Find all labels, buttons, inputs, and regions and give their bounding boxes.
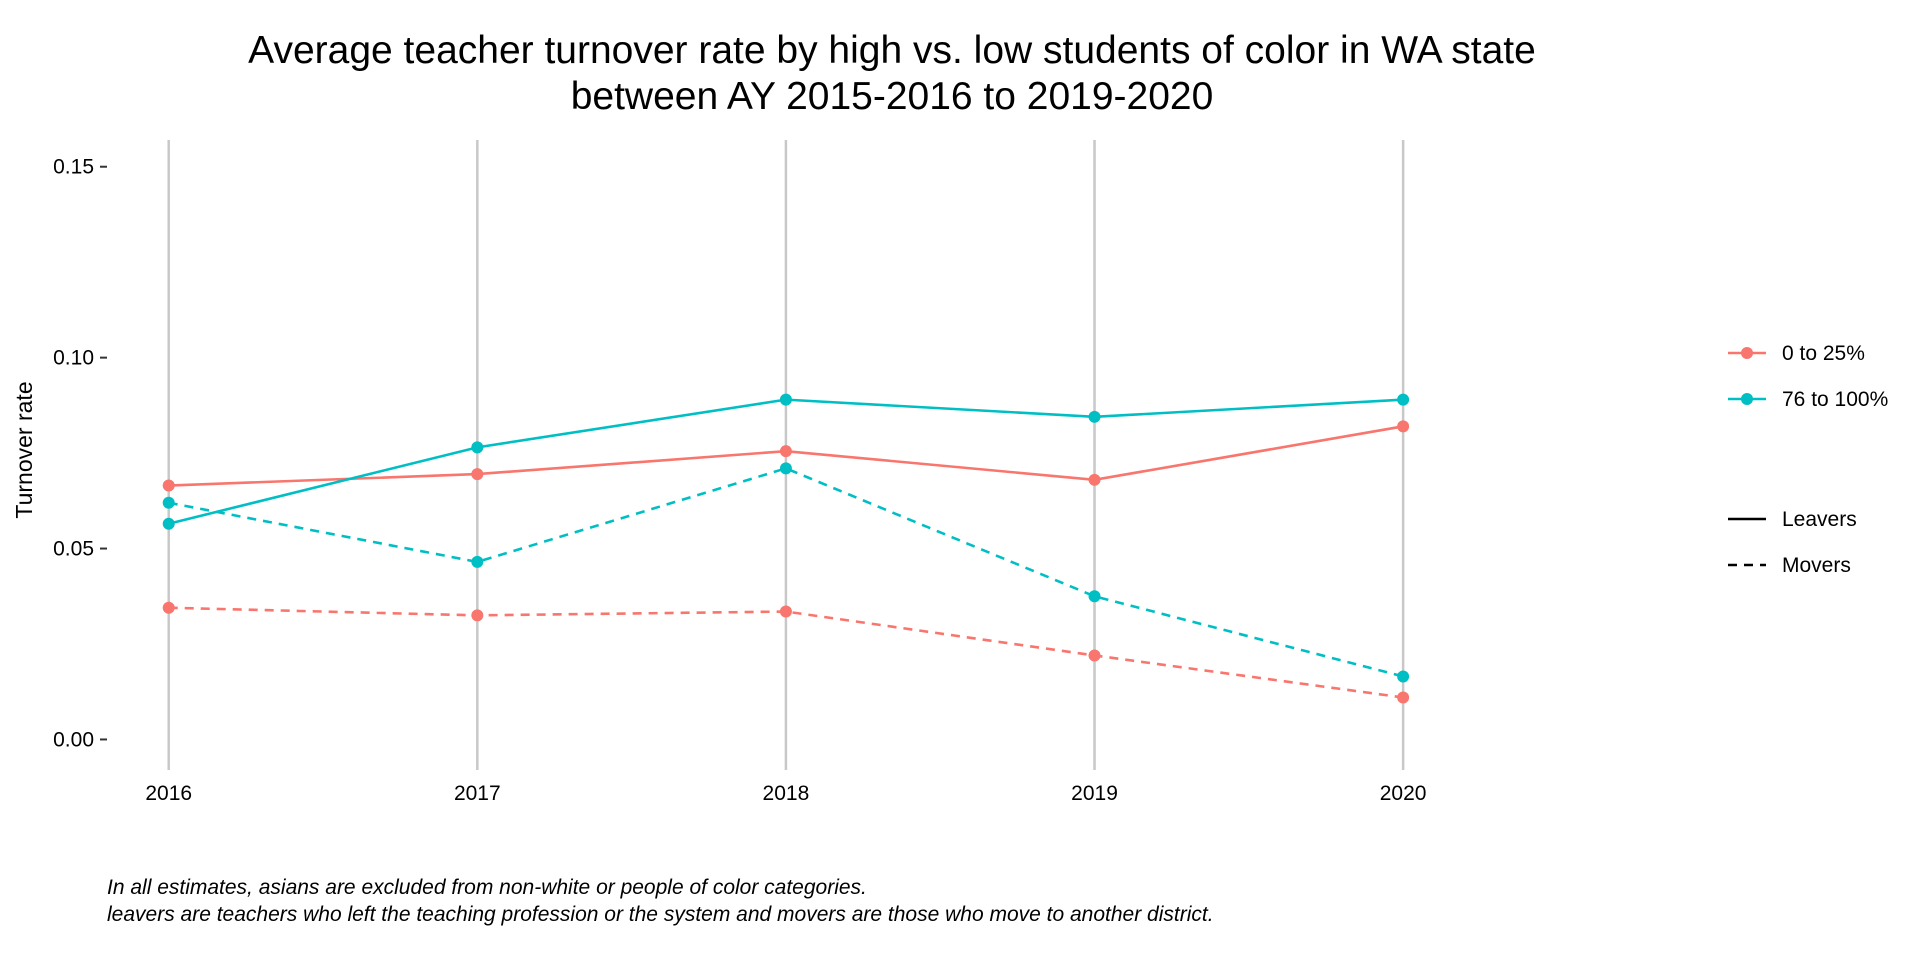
point-0-to-25-movers-2016 — [162, 601, 175, 614]
x-tick-label-2019: 2019 — [1071, 782, 1118, 805]
y-tick-label-0.00: 0.00 — [53, 728, 94, 751]
point-76-to-100-leavers-2018 — [779, 393, 792, 406]
series-line-0-to-25-movers — [168, 606, 1404, 699]
point-76-to-100-leavers-2019 — [1088, 410, 1101, 423]
legend: 0 to 25% 76 to 100% Leavers Movers — [1728, 342, 1888, 577]
point-76-to-100-leavers-2016 — [162, 517, 175, 530]
point-0-to-25-movers-2017 — [471, 609, 484, 622]
series-line-76-to-100-movers — [168, 466, 1404, 678]
point-0-to-25-leavers-2017 — [471, 468, 484, 481]
point-76-to-100-movers-2017 — [471, 555, 484, 568]
series-lines — [162, 393, 1410, 704]
legend-point-0-to-25 — [1741, 347, 1753, 359]
legend-label-movers: Movers — [1782, 554, 1851, 577]
x-axis: 2016 2017 2018 2019 2020 — [145, 782, 1426, 805]
point-76-to-100-movers-2016 — [162, 496, 175, 509]
caption-line-1: In all estimates, asians are excluded fr… — [107, 876, 867, 899]
y-tick-label-0.10: 0.10 — [53, 347, 94, 370]
point-0-to-25-leavers-2019 — [1088, 473, 1101, 486]
point-76-to-100-movers-2020 — [1397, 670, 1410, 683]
point-0-to-25-movers-2019 — [1088, 649, 1101, 662]
legend-label-leavers: Leavers — [1782, 508, 1857, 531]
x-tick-label-2020: 2020 — [1380, 782, 1427, 805]
point-76-to-100-movers-2019 — [1088, 590, 1101, 603]
caption-line-2: leavers are teachers who left the teachi… — [107, 903, 1214, 926]
point-0-to-25-leavers-2020 — [1397, 420, 1410, 433]
point-0-to-25-movers-2020 — [1397, 691, 1410, 704]
y-axis: 0.00 0.05 0.10 0.15 — [53, 156, 107, 751]
x-tick-label-2016: 2016 — [145, 782, 192, 805]
x-tick-label-2018: 2018 — [763, 782, 810, 805]
legend-point-76-to-100 — [1741, 393, 1753, 405]
chart-subtitle: between AY 2015-2016 to 2019-2020 — [571, 75, 1214, 118]
point-76-to-100-movers-2018 — [779, 462, 792, 475]
y-axis-title: Turnover rate — [11, 381, 37, 518]
point-76-to-100-leavers-2017 — [471, 441, 484, 454]
point-76-to-100-leavers-2020 — [1397, 393, 1410, 406]
point-0-to-25-leavers-2016 — [162, 479, 175, 492]
y-tick-label-0.05: 0.05 — [53, 538, 94, 561]
y-tick-label-0.15: 0.15 — [53, 156, 94, 179]
point-0-to-25-leavers-2018 — [779, 445, 792, 458]
chart-title: Average teacher turnover rate by high vs… — [248, 29, 1536, 72]
legend-label-76-to-100: 76 to 100% — [1782, 388, 1888, 411]
x-tick-label-2017: 2017 — [454, 782, 501, 805]
legend-label-0-to-25: 0 to 25% — [1782, 342, 1865, 365]
point-0-to-25-movers-2018 — [779, 605, 792, 618]
